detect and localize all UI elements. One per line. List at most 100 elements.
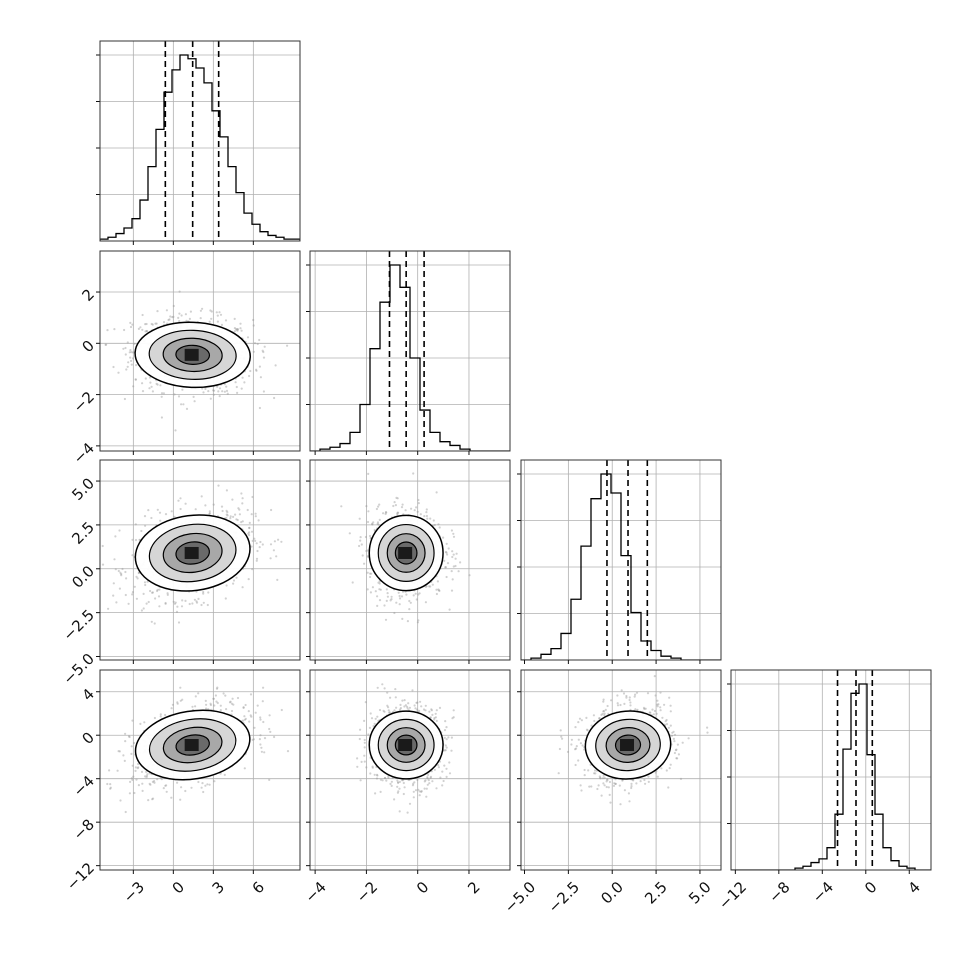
scatter-point <box>109 783 111 785</box>
scatter-point <box>456 553 458 555</box>
scatter-point <box>365 701 367 703</box>
scatter-point <box>135 779 137 781</box>
scatter-point <box>119 588 121 590</box>
scatter-point <box>356 757 358 759</box>
scatter-point <box>179 687 181 689</box>
scatter-point <box>216 687 218 689</box>
scatter-point <box>394 688 396 690</box>
scatter-point <box>433 519 435 521</box>
scatter-point <box>128 735 130 737</box>
scatter-point <box>113 582 115 584</box>
scatter-point <box>179 291 181 293</box>
scatter-point <box>200 310 202 312</box>
scatter-point <box>449 772 451 774</box>
scatter-point <box>129 781 131 783</box>
scatter-point <box>370 712 372 714</box>
scatter-point <box>254 342 256 344</box>
scatter-panel-2-0 <box>79 460 300 664</box>
histogram-panel-0 <box>96 41 300 245</box>
scatter-point <box>247 336 249 338</box>
scatter-point <box>443 780 445 782</box>
scatter-point <box>213 704 215 706</box>
scatter-point <box>209 512 211 514</box>
scatter-point <box>166 309 168 311</box>
scatter-point <box>384 687 386 689</box>
scatter-point <box>264 346 266 348</box>
scatter-point <box>644 783 646 785</box>
scatter-point <box>602 710 604 712</box>
scatter-point <box>194 599 196 601</box>
scatter-point <box>451 737 453 739</box>
scatter-point <box>606 786 608 788</box>
scatter-point <box>167 319 169 321</box>
scatter-point <box>152 591 154 593</box>
scatter-point <box>436 720 438 722</box>
scatter-point <box>398 592 400 594</box>
scatter-point <box>413 781 415 783</box>
scatter-point <box>138 784 140 786</box>
scatter-point <box>154 717 156 719</box>
scatter-point <box>404 699 406 701</box>
scatter-point <box>356 766 358 768</box>
scatter-point <box>119 799 121 801</box>
scatter-point <box>122 348 124 350</box>
scatter-point <box>446 553 448 555</box>
scatter-point <box>107 608 109 610</box>
scatter-point <box>247 509 249 511</box>
scatter-point <box>241 388 243 390</box>
scatter-point <box>281 709 283 711</box>
scatter-point <box>132 357 134 359</box>
scatter-point <box>621 689 623 691</box>
scatter-point <box>211 310 213 312</box>
scatter-point <box>428 779 430 781</box>
scatter-point <box>255 513 257 515</box>
scatter-point <box>268 779 270 781</box>
scatter-point <box>213 780 215 782</box>
scatter-point <box>248 710 250 712</box>
scatter-point <box>178 395 180 397</box>
scatter-point <box>256 560 258 562</box>
scatter-point <box>426 788 428 790</box>
scatter-point <box>150 517 152 519</box>
scatter-point <box>389 711 391 713</box>
grid <box>100 41 300 241</box>
scatter-point <box>263 751 265 753</box>
scatter-point <box>287 750 289 752</box>
scatter-point <box>122 754 124 756</box>
scatter-point <box>225 386 227 388</box>
scatter-point <box>666 719 668 721</box>
scatter-point <box>207 604 209 606</box>
scatter-point <box>404 786 406 788</box>
scatter-point <box>376 777 378 779</box>
scatter-point <box>258 519 260 521</box>
scatter-point <box>129 322 131 324</box>
scatter-point <box>384 777 386 779</box>
scatter-point <box>181 605 183 607</box>
scatter-point <box>141 783 143 785</box>
scatter-point <box>379 709 381 711</box>
scatter-point <box>130 326 132 328</box>
scatter-point <box>468 574 470 576</box>
scatter-point <box>395 707 397 709</box>
scatter-point <box>236 392 238 394</box>
scatter-point <box>129 357 131 359</box>
scatter-point <box>105 344 107 346</box>
scatter-point <box>88 325 90 327</box>
scatter-point <box>239 327 241 329</box>
scatter-point <box>125 577 127 579</box>
scatter-point <box>436 593 438 595</box>
scatter-point <box>239 323 241 325</box>
scatter-point <box>124 398 126 400</box>
scatter-point <box>259 734 261 736</box>
scatter-point <box>382 512 384 514</box>
scatter-point <box>453 709 455 711</box>
scatter-point <box>656 700 658 702</box>
scatter-point <box>134 770 136 772</box>
scatter-point <box>235 381 237 383</box>
scatter-point <box>372 767 374 769</box>
scatter-point <box>387 596 389 598</box>
scatter-point <box>363 720 365 722</box>
scatter-point <box>431 709 433 711</box>
scatter-point <box>438 766 440 768</box>
scatter-point <box>442 537 444 539</box>
